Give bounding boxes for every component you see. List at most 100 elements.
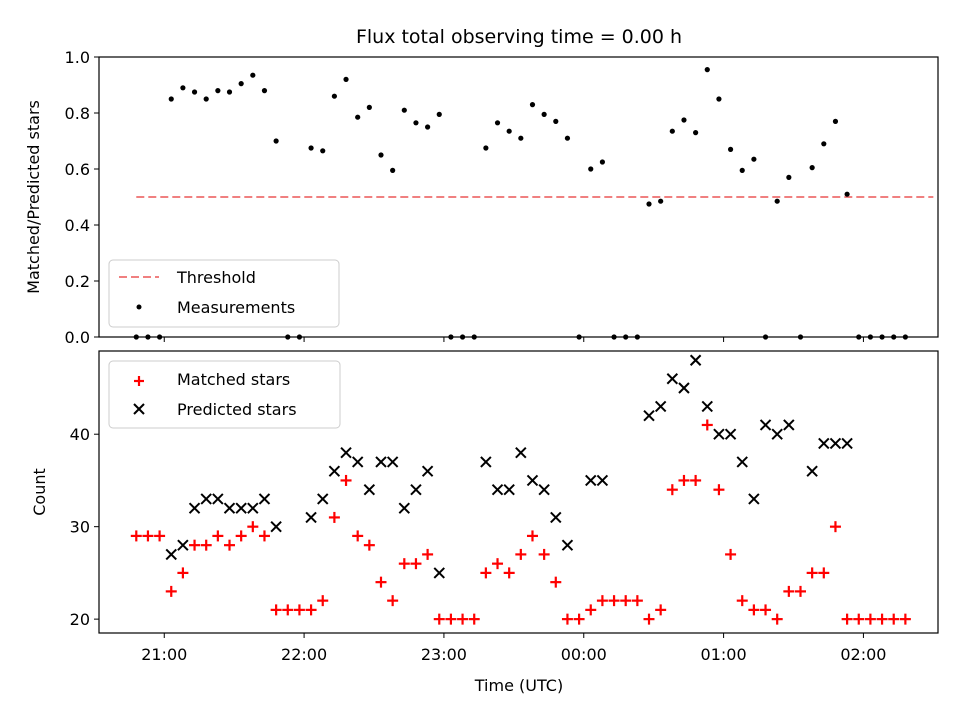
predicted-marker-stroke bbox=[818, 437, 830, 450]
matched-star-marker bbox=[387, 595, 399, 607]
predicted-star-marker bbox=[724, 428, 737, 440]
measurement-point bbox=[832, 118, 839, 124]
predicted-star-marker bbox=[818, 437, 830, 450]
matched-star-marker bbox=[457, 613, 469, 625]
top-y-tick-label: 0.4 bbox=[65, 216, 90, 235]
predicted-marker-stroke bbox=[748, 493, 760, 505]
predicted-star-marker bbox=[305, 511, 317, 524]
predicted-marker-stroke bbox=[689, 354, 702, 366]
legend-matched-label: Matched stars bbox=[177, 370, 290, 389]
predicted-marker-stroke bbox=[351, 456, 364, 468]
measurement-point bbox=[704, 67, 710, 73]
matched-star-marker bbox=[224, 539, 236, 551]
measurement-point bbox=[215, 88, 221, 94]
predicted-marker-stroke bbox=[328, 465, 341, 477]
matched-star-marker bbox=[317, 595, 329, 607]
matched-star-marker bbox=[713, 484, 725, 496]
matched-star-marker bbox=[678, 474, 690, 486]
predicted-star-marker bbox=[806, 465, 818, 477]
x-axis-label: Time (UTC) bbox=[474, 676, 563, 695]
matched-star-marker bbox=[328, 511, 340, 523]
predicted-marker-stroke bbox=[736, 456, 748, 468]
matched-star-marker bbox=[433, 613, 445, 625]
matched-star-marker bbox=[422, 548, 434, 560]
matched-star-marker bbox=[701, 419, 713, 431]
matched-star-marker bbox=[480, 567, 492, 579]
bottom-x-tick-label: 00:00 bbox=[561, 645, 607, 664]
matched-star-marker bbox=[258, 530, 270, 542]
measurement-point bbox=[355, 114, 361, 120]
predicted-star-marker bbox=[212, 493, 224, 505]
measurement-point bbox=[693, 130, 699, 136]
matched-star-marker bbox=[643, 613, 655, 625]
predicted-star-marker bbox=[771, 428, 783, 440]
measurement-point bbox=[378, 152, 384, 158]
measurement-point bbox=[238, 81, 244, 87]
predicted-star-marker bbox=[783, 419, 795, 431]
predicted-star-marker bbox=[503, 483, 515, 496]
matched-star-marker bbox=[806, 567, 818, 579]
top-x-ticks bbox=[163, 337, 864, 342]
bottom-y-axis-label: Count bbox=[30, 468, 49, 516]
matched-star-marker bbox=[282, 604, 294, 616]
measurement-point bbox=[390, 167, 396, 173]
legend-matched-swatch bbox=[134, 376, 144, 386]
matched-star-marker bbox=[585, 604, 597, 616]
measurement-point bbox=[203, 96, 209, 102]
predicted-star-marker bbox=[398, 502, 411, 514]
measurement-point bbox=[331, 93, 337, 99]
bottom-x-tick-label: 02:00 bbox=[840, 645, 886, 664]
predicted-marker-stroke bbox=[841, 437, 853, 450]
measurement-point bbox=[308, 145, 314, 151]
predicted-marker-stroke bbox=[585, 474, 597, 487]
predicted-marker-stroke bbox=[177, 539, 189, 551]
predicted-star-marker bbox=[748, 493, 760, 505]
predicted-marker-stroke bbox=[235, 502, 247, 514]
matched-star-marker bbox=[888, 613, 900, 625]
predicted-star-marker bbox=[375, 456, 387, 468]
bottom-x-tick-label: 21:00 bbox=[141, 645, 187, 664]
predicted-marker-stroke bbox=[701, 400, 713, 413]
measurement-point bbox=[588, 166, 594, 172]
predicted-marker-stroke bbox=[596, 474, 609, 487]
matched-star-marker bbox=[864, 613, 876, 625]
predicted-marker-stroke bbox=[771, 428, 783, 440]
predicted-star-marker bbox=[386, 456, 399, 468]
matched-star-marker bbox=[818, 567, 830, 579]
measurement-point bbox=[541, 111, 547, 117]
measurement-point bbox=[844, 191, 850, 197]
measurement-point bbox=[809, 165, 815, 171]
top-y-tick-label: 0.2 bbox=[65, 272, 90, 291]
predicted-marker-stroke bbox=[340, 446, 352, 459]
measurement-point bbox=[273, 138, 279, 144]
matched-star-marker bbox=[620, 595, 632, 607]
matched-star-marker bbox=[760, 604, 772, 616]
predicted-star-marker bbox=[363, 483, 376, 496]
matched-star-marker bbox=[445, 613, 457, 625]
predicted-star-marker bbox=[328, 465, 341, 477]
predicted-star-marker bbox=[643, 410, 655, 422]
legend-threshold-label: Threshold bbox=[176, 268, 256, 287]
predicted-marker-stroke bbox=[759, 419, 772, 431]
predicted-star-marker bbox=[421, 465, 434, 477]
predicted-star-marker bbox=[247, 502, 259, 514]
ratio-panel: Flux total observing time = 0.00 h Match… bbox=[24, 26, 939, 347]
bottom-y-tick-label: 20 bbox=[70, 610, 90, 629]
predicted-marker-stroke bbox=[491, 483, 504, 496]
matched-star-marker bbox=[690, 474, 702, 486]
predicted-marker-stroke bbox=[165, 548, 177, 561]
count-panel: Count Time (UTC) 20 30 40 21:00 22:00 23:00 0… bbox=[30, 350, 939, 695]
measurement-point bbox=[658, 198, 664, 204]
predicted-marker-stroke bbox=[200, 493, 212, 505]
predicted-star-marker bbox=[538, 483, 550, 496]
predicted-star-marker bbox=[678, 382, 690, 394]
predicted-star-marker bbox=[689, 354, 702, 366]
measurement-point bbox=[669, 128, 675, 134]
measurement-point bbox=[739, 167, 745, 173]
predicted-star-marker bbox=[270, 520, 282, 533]
top-y-axis-label: Matched/Predicted stars bbox=[24, 100, 43, 294]
predicted-marker-stroke bbox=[713, 428, 725, 440]
predicted-marker-stroke bbox=[783, 419, 795, 431]
matched-star-marker bbox=[305, 604, 317, 616]
